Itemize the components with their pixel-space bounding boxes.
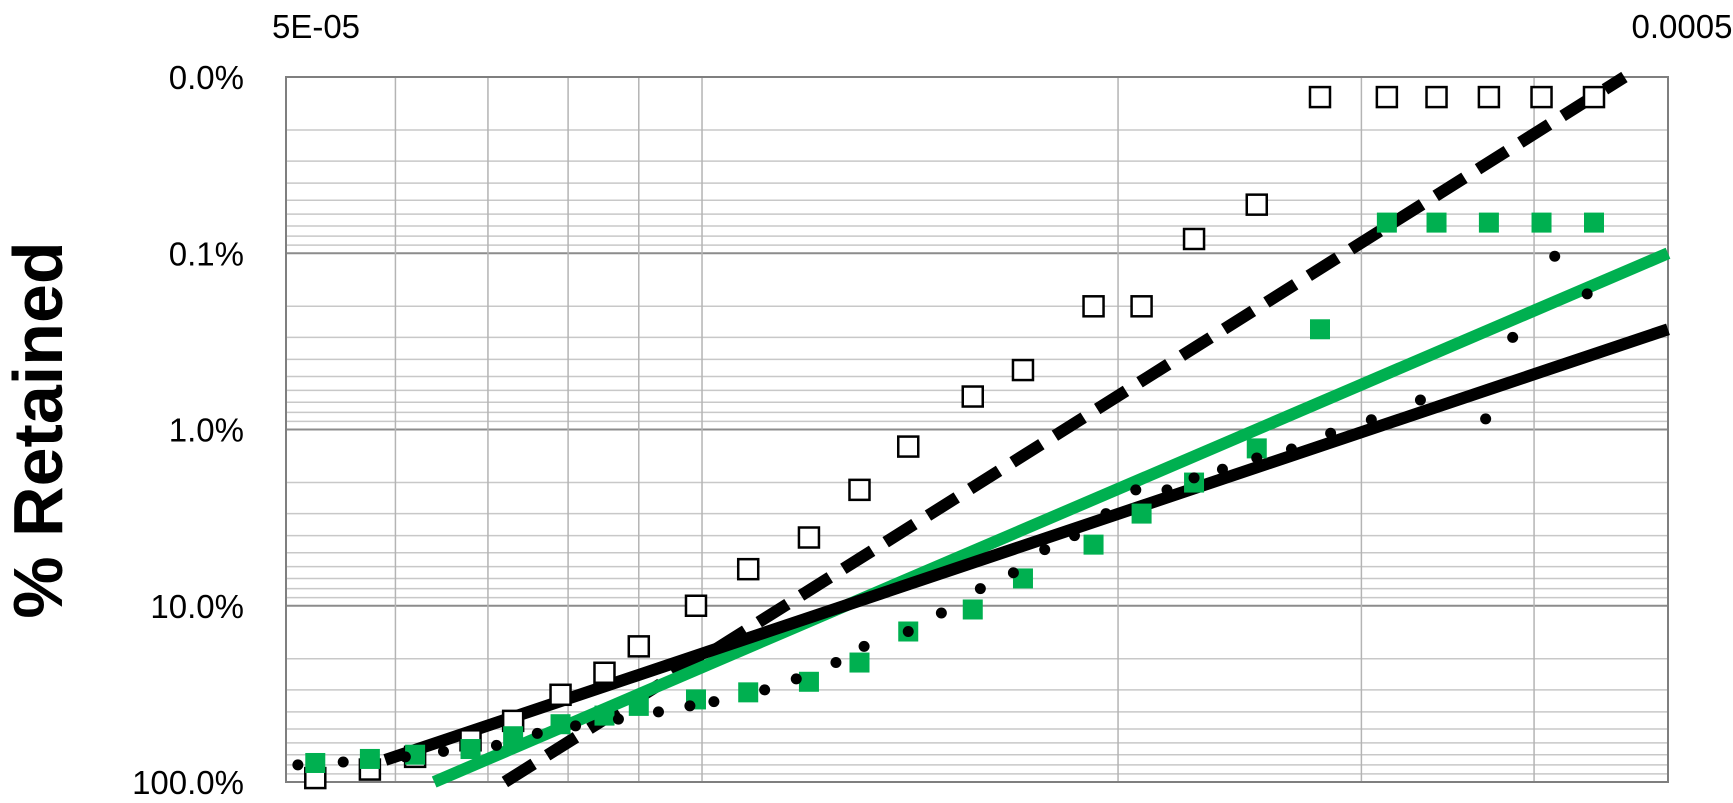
y-tick-labels: 0.0% 0.1% 1.0% 10.0% 100.0%: [132, 59, 244, 801]
dot-point: [1415, 394, 1426, 405]
green-square-point: [551, 714, 571, 734]
green-square-point: [1132, 504, 1152, 524]
y-tick-label: 10.0%: [150, 588, 244, 625]
dot-point: [791, 673, 802, 684]
dot-point: [438, 746, 449, 757]
open-square-point: [1132, 296, 1152, 316]
green-square-point: [1584, 213, 1604, 233]
data-markers: [292, 87, 1604, 788]
green-square-point: [503, 726, 523, 746]
dot-point: [338, 756, 349, 767]
open-square-point: [1247, 195, 1267, 215]
x-tick-label: 0.0005: [1632, 8, 1733, 45]
green-square-point: [1427, 213, 1447, 233]
open-square-point: [594, 663, 614, 683]
open-square-point: [849, 480, 869, 500]
dot-point: [830, 657, 841, 668]
y-axis-title: % Retained: [0, 241, 77, 618]
dot-point: [1008, 567, 1019, 578]
dot-point: [975, 583, 986, 594]
dot-point: [1286, 443, 1297, 454]
dot-point: [1217, 464, 1228, 475]
dot-point: [903, 626, 914, 637]
green-square-point: [849, 653, 869, 673]
green-square-point: [963, 599, 983, 619]
y-tick-label: 1.0%: [169, 412, 244, 449]
dot-point: [759, 684, 770, 695]
open-square-point: [963, 387, 983, 407]
open-square-point: [738, 559, 758, 579]
dot-point: [708, 696, 719, 707]
dot-point: [936, 608, 947, 619]
open-square-point: [1427, 87, 1447, 107]
dot-point: [400, 751, 411, 762]
green-square-point: [1084, 535, 1104, 555]
dot-point: [1039, 544, 1050, 555]
open-square-point: [799, 528, 819, 548]
dot-point: [1100, 508, 1111, 519]
open-square-point: [1310, 87, 1330, 107]
green-square-point: [799, 672, 819, 692]
dot-point: [613, 714, 624, 725]
dot-point: [1507, 332, 1518, 343]
x-tick-labels: 5E-05 0.0005: [272, 8, 1733, 45]
dot-point: [1582, 288, 1593, 299]
dot-point: [292, 759, 303, 770]
y-tick-label: 0.0%: [169, 59, 244, 96]
dot-point: [1251, 452, 1262, 463]
dot-point: [1130, 484, 1141, 495]
y-tick-label: 100.0%: [132, 764, 244, 801]
open-square-point: [1084, 296, 1104, 316]
y-tick-label: 0.1%: [169, 235, 244, 272]
green-square-point: [738, 682, 758, 702]
open-square-point: [686, 596, 706, 616]
open-square-point: [1377, 87, 1397, 107]
open-square-point: [629, 636, 649, 656]
dot-point: [859, 641, 870, 652]
dot-point: [1069, 530, 1080, 541]
open-square-point: [1584, 87, 1604, 107]
green-trend-line: [434, 253, 1668, 782]
green-square-point: [1310, 319, 1330, 339]
green-square-point: [629, 696, 649, 716]
open-square-point: [1184, 229, 1204, 249]
black-trend-line: [385, 329, 1668, 760]
open-square-point: [898, 437, 918, 457]
green-square-point: [1479, 213, 1499, 233]
dot-point: [684, 700, 695, 711]
open-square-point: [1532, 87, 1552, 107]
x-tick-label: 5E-05: [272, 8, 360, 45]
dot-point: [532, 728, 543, 739]
dot-point: [1189, 472, 1200, 483]
green-square-point: [1532, 213, 1552, 233]
dot-point: [570, 720, 581, 731]
green-square-point: [360, 749, 380, 769]
open-square-point: [551, 685, 571, 705]
green-square-point: [305, 753, 325, 773]
open-square-point: [1479, 87, 1499, 107]
dot-point: [491, 740, 502, 751]
green-square-point: [594, 706, 614, 726]
green-square-point: [1377, 213, 1397, 233]
dot-point: [653, 706, 664, 717]
dot-point: [1366, 414, 1377, 425]
open-square-point: [1013, 360, 1033, 380]
dot-point: [1480, 413, 1491, 424]
dot-point: [1549, 251, 1560, 262]
dot-point: [1162, 484, 1173, 495]
dot-point: [1325, 428, 1336, 439]
green-square-point: [461, 739, 481, 759]
